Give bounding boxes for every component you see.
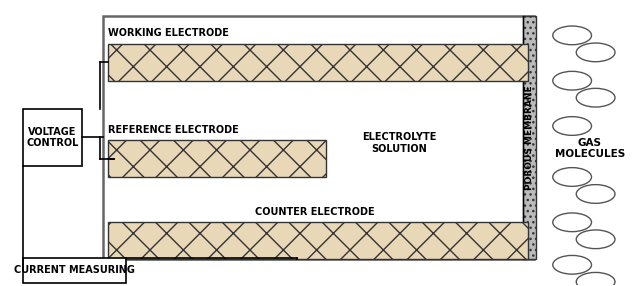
Bar bbox=[108, 222, 528, 259]
Bar bbox=[23, 258, 126, 283]
Circle shape bbox=[553, 26, 592, 45]
Circle shape bbox=[553, 213, 592, 232]
Text: ELECTROLYTE
SOLUTION: ELECTROLYTE SOLUTION bbox=[362, 132, 436, 154]
Circle shape bbox=[576, 230, 615, 249]
Text: CURRENT MEASURING: CURRENT MEASURING bbox=[14, 265, 135, 275]
Text: VOLTAGE
CONTROL: VOLTAGE CONTROL bbox=[27, 126, 79, 148]
Bar bbox=[108, 140, 326, 177]
Text: REFERENCE ELECTRODE: REFERENCE ELECTRODE bbox=[108, 124, 239, 134]
Circle shape bbox=[553, 71, 592, 90]
Bar bbox=[524, 15, 536, 259]
Text: GAS
MOLECULES: GAS MOLECULES bbox=[555, 138, 625, 160]
Circle shape bbox=[576, 273, 615, 286]
Text: WORKING ELECTRODE: WORKING ELECTRODE bbox=[108, 28, 230, 38]
Text: COUNTER ELECTRODE: COUNTER ELECTRODE bbox=[256, 207, 375, 217]
Circle shape bbox=[553, 117, 592, 135]
Circle shape bbox=[553, 255, 592, 274]
Text: POROUS MEMBRANE: POROUS MEMBRANE bbox=[526, 85, 534, 190]
Circle shape bbox=[576, 88, 615, 107]
Circle shape bbox=[576, 43, 615, 62]
Bar bbox=[23, 109, 82, 166]
Bar bbox=[103, 15, 534, 259]
Circle shape bbox=[553, 168, 592, 186]
Circle shape bbox=[576, 185, 615, 203]
Bar bbox=[108, 44, 528, 81]
